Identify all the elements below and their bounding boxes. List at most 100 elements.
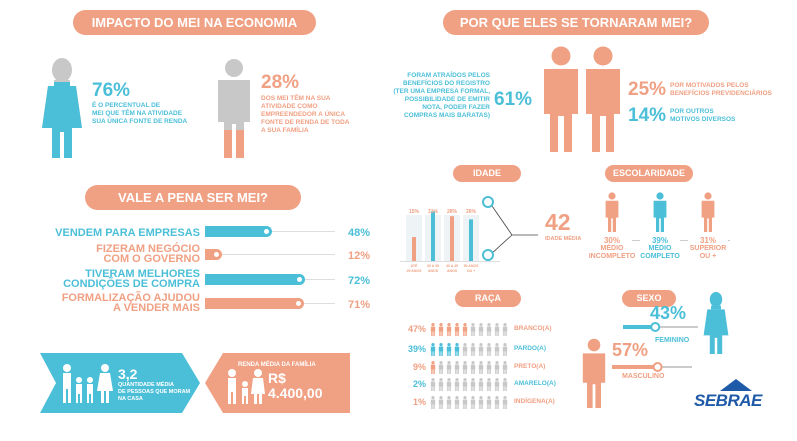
sexo-masc-slider — [612, 362, 692, 372]
vale-row-knob — [261, 227, 271, 236]
vale-row-label: FIZERAM NEGÓCIO COM O GOVERNO — [96, 243, 200, 265]
sexo-fem-label: FEMININO — [655, 337, 690, 344]
idade-bar-label: 26% — [466, 209, 477, 215]
escolaridade-label: MÉDIO COMPLETO — [640, 245, 680, 260]
raca-value: 39% — [407, 344, 426, 354]
renda-currency: R$ — [268, 370, 286, 386]
idade-bar-label: 31% — [428, 209, 439, 215]
raca-people-row — [430, 361, 508, 374]
idade-bar-cat: ANOS — [447, 269, 458, 273]
idade-bar-cat: 50 ANOS — [464, 264, 480, 268]
raca-people-row — [430, 343, 508, 356]
raca-value: 1% — [412, 397, 426, 407]
vale-row-knob — [293, 299, 303, 308]
family-icon — [63, 364, 113, 403]
idade-bar-cat: OU + — [467, 269, 475, 273]
porque-right1-value: 25% — [628, 79, 667, 100]
vale-row-value: 71% — [348, 299, 371, 311]
familia-value: 3,2 — [118, 366, 138, 382]
vale-row-label: TIVERAM MELHORES CONDIÇÕES DE COMPRA — [63, 268, 200, 290]
escolaridade-label: SUPERIOR OU + — [689, 245, 727, 260]
raca-label: PARDO(A) — [514, 345, 547, 352]
idade-bar-label: 28% — [447, 209, 458, 215]
idade-avg: 42 — [545, 209, 571, 235]
raca-label: AMARELO(A) — [514, 380, 556, 387]
sexo-masc-label: MASCULINO — [622, 373, 665, 380]
woman-icon-sexo — [703, 292, 729, 354]
renda-banner — [205, 353, 350, 413]
idade-title: IDADE — [453, 165, 521, 182]
vale-row-value: 12% — [348, 250, 371, 262]
impacto-title: IMPACTO DO MEI NA ECONOMIA — [73, 10, 316, 35]
renda-label: RENDA MÉDIA DA FAMÍLIA — [238, 362, 316, 368]
escolaridade-value: 31% — [688, 236, 728, 245]
woman-icon — [42, 58, 82, 158]
raca-value: 9% — [412, 362, 426, 372]
impacto-stat2-value: 28% — [261, 72, 300, 93]
raca-people-row — [430, 396, 508, 409]
impacto-stat1-desc: É O PERCENTUAL DE MEI QUE TÊM NA ATIVIDAD… — [92, 102, 188, 125]
escolaridade-person-icon — [701, 192, 715, 232]
family-icon-2 — [228, 369, 265, 404]
escolaridade-person-icon — [653, 192, 667, 232]
vale-row-bar — [205, 298, 304, 309]
vale-row-track — [205, 254, 335, 255]
raca-value: 47% — [407, 324, 426, 334]
vale-row-value: 72% — [348, 275, 371, 287]
porque-right1-desc: POR MOTIVADOS PELOS BENEFÍCIOS PREVIDENCI… — [670, 82, 772, 97]
escolaridade-title: ESCOLARIDADE — [605, 165, 693, 182]
man-icon — [218, 59, 250, 158]
raca-value: 2% — [412, 379, 426, 389]
porque-right2-value: 14% — [628, 105, 667, 126]
impacto-stat2-desc: DOS MEI TÊM NA SUA ATIVIDADE COMO EMPREEND… — [261, 95, 350, 134]
sexo-fem-value: 43% — [650, 303, 687, 323]
man-icon-sexo — [582, 338, 606, 408]
vale-row-label: VENDEM PARA EMPRESAS — [55, 227, 200, 239]
vale-row-knob — [295, 275, 304, 284]
idade-bar — [412, 237, 416, 261]
idade-bar-cat: ANOS — [428, 269, 439, 273]
porque-title: POR QUE ELES SE TORNARAM MEI? — [443, 10, 709, 35]
idade-knob — [482, 196, 494, 208]
raca-people-row — [430, 378, 508, 391]
porque-right2-desc: POR OUTROS MOTIVOS DIVERSOS — [670, 108, 736, 123]
idade-connector — [489, 234, 513, 256]
raca-people-row — [430, 323, 508, 336]
raca-label: PRETO(A) — [514, 363, 546, 370]
idade-bar — [431, 211, 435, 261]
vale-row-bar — [205, 274, 305, 285]
idade-bar-cat: 30 A 39 — [427, 264, 439, 268]
familia-desc: QUANTIDADE MÉDIA DE PESSOAS QUE MORAM NA C… — [118, 382, 191, 402]
idade-bar — [469, 219, 473, 261]
sexo-fem-slider — [623, 322, 698, 332]
idade-bar-label: 15% — [409, 209, 420, 215]
raca-title: RAÇA — [455, 290, 521, 307]
vale-row-value: 48% — [348, 227, 371, 239]
raca-label: INDÍGENA(A) — [514, 398, 555, 405]
raca-label: BRANCO(A) — [514, 325, 552, 332]
idade-bar-cat: 29 ANOS — [407, 269, 423, 273]
escolaridade-person-icon — [605, 192, 619, 232]
idade-avg-label: IDADE MÉDIA — [545, 236, 582, 242]
idade-knob — [482, 249, 494, 261]
escolaridade-value: 30% — [592, 236, 632, 245]
two-men-icon — [544, 46, 620, 152]
vale-row-knob — [211, 250, 221, 259]
escolaridade-label: MÉDIO INCOMPLETO — [588, 245, 636, 260]
vale-row-label: FORMALIZAÇÃO AJUDOU A VENDER MAIS — [61, 292, 200, 314]
porque-left-value: 61% — [494, 89, 533, 110]
impacto-stat1-value: 76% — [92, 80, 131, 101]
idade-bar-cat: ATÉ — [411, 263, 418, 268]
sebrae-logo: SEBRAE — [694, 391, 762, 410]
idade-bar — [450, 216, 454, 261]
sebrae-logo-mark — [720, 379, 752, 391]
idade-bar-cat: 40 A 49 — [446, 264, 458, 268]
vale-title: VALE A PENA SER MEI? — [85, 185, 301, 210]
sexo-masc-value: 57% — [612, 340, 649, 360]
idade-baseline — [400, 261, 500, 262]
renda-value: 4.400,00 — [268, 385, 323, 401]
vale-row-bar — [205, 226, 272, 237]
porque-left-desc: FORAM ATRAÍDOS PELOS BENEFÍCIOS DO REGIST… — [393, 72, 490, 119]
sexo-title: SEXO — [622, 290, 676, 307]
